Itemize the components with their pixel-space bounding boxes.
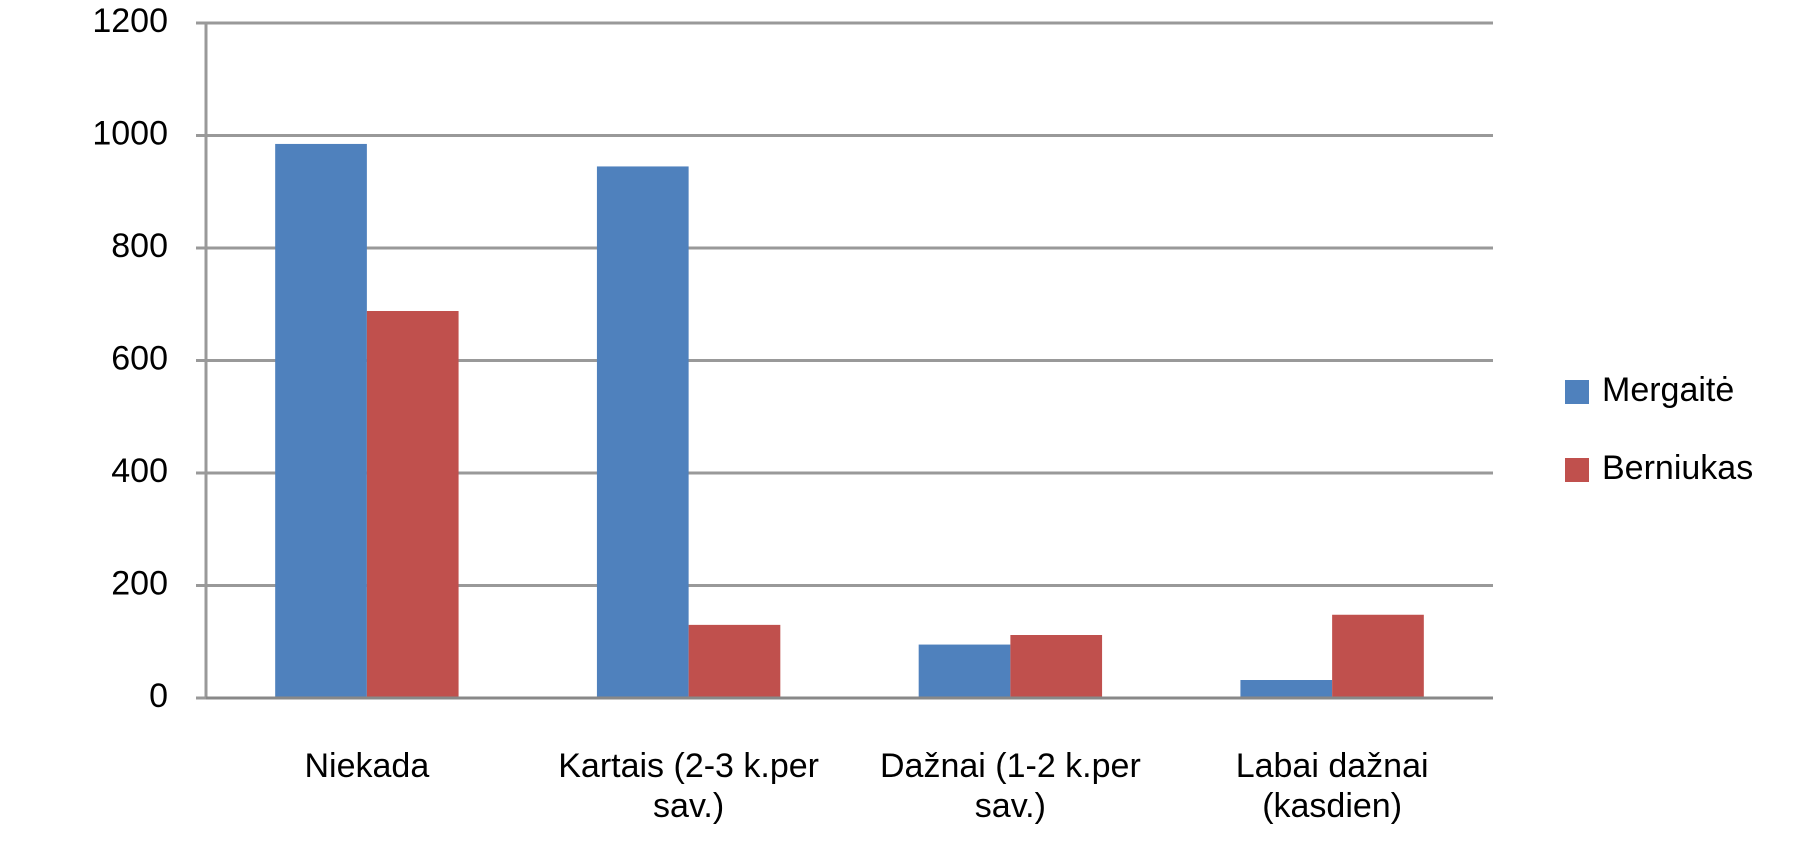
y-tick-label: 1200 — [92, 2, 168, 40]
x-tick-label: Kartais (2-3 k.per sav.) — [558, 747, 819, 825]
legend-swatch — [1565, 380, 1589, 404]
bar — [1332, 614, 1424, 698]
bar — [596, 166, 689, 698]
y-tick-label: 0 — [149, 677, 168, 715]
x-tick-label: Labai dažnai (kasdien) — [1235, 747, 1429, 825]
bar — [1010, 635, 1103, 698]
y-tick-label: 200 — [111, 564, 168, 602]
bar — [275, 143, 367, 698]
legend-swatch — [1565, 458, 1589, 482]
x-tick-label: Niekada — [304, 747, 430, 785]
bar — [1240, 680, 1333, 698]
y-tick-label: 1000 — [92, 114, 168, 152]
bar — [366, 311, 459, 698]
bar — [688, 624, 781, 698]
legend-label: Mergaitė — [1602, 371, 1734, 409]
y-tick-label: 400 — [111, 452, 168, 490]
bar — [918, 644, 1011, 698]
y-tick-label: 600 — [111, 339, 168, 377]
y-tick-label: 800 — [111, 227, 168, 265]
x-tick-label: Dažnai (1-2 k.per sav.) — [879, 747, 1141, 825]
legend-label: Berniukas — [1602, 449, 1753, 487]
